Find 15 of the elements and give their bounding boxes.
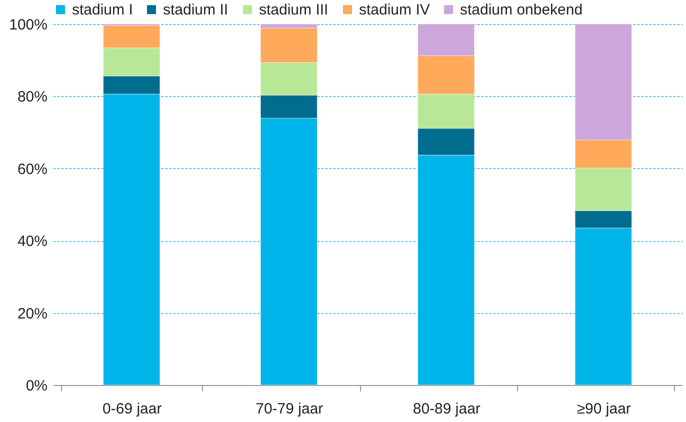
y-tick-label: 60% — [17, 160, 48, 178]
legend-label: stadium III — [259, 2, 328, 19]
legend-label: stadium onbekend — [460, 2, 583, 19]
legend-label: stadium I — [72, 2, 133, 19]
x-tick-label: 0-69 jaar — [102, 400, 162, 418]
y-tick-label: 80% — [17, 88, 48, 106]
x-tick-label: 70-79 jaar — [256, 400, 324, 418]
y-tick-label: 40% — [17, 233, 48, 250]
legend-label: stadium II — [163, 2, 228, 19]
y-tick-label: 100% — [9, 16, 48, 34]
legend-label: stadium IV — [359, 2, 430, 19]
y-tick-label: 20% — [17, 305, 48, 322]
x-tick-label: 80-89 jaar — [412, 400, 480, 418]
y-tick-label: 0% — [26, 378, 48, 394]
x-tick-label: ≥90 jaar — [576, 400, 631, 418]
